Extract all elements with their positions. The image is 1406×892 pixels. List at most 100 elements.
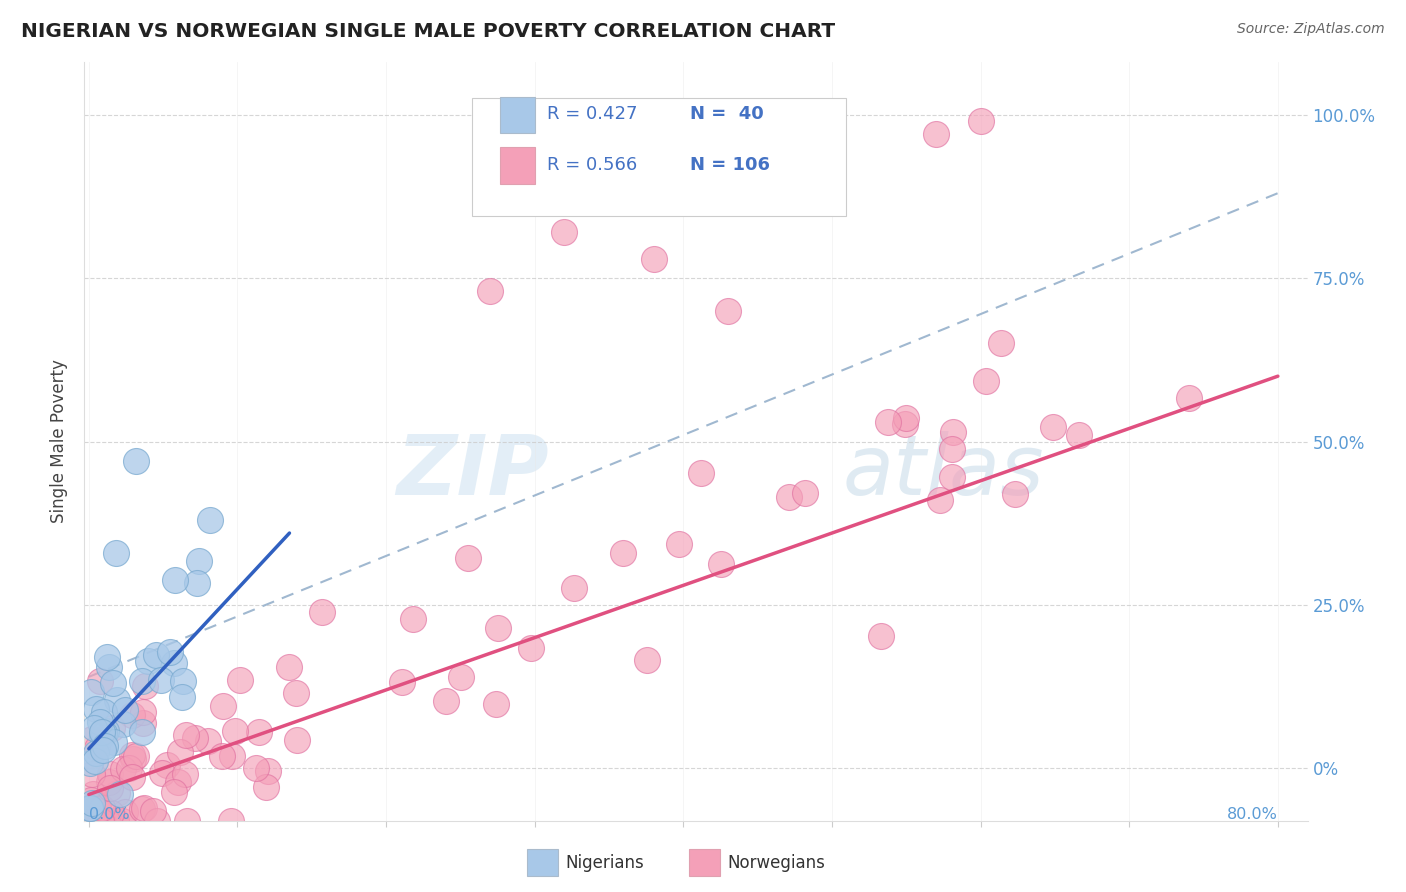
Point xyxy=(894,411,917,425)
Point xyxy=(162,784,184,798)
Point xyxy=(197,734,219,748)
Point xyxy=(114,805,136,820)
Point xyxy=(91,743,114,757)
Point xyxy=(778,490,800,504)
Text: ZIP: ZIP xyxy=(396,432,550,512)
Point xyxy=(80,767,103,781)
Point xyxy=(165,574,187,588)
Point xyxy=(87,837,110,851)
Point xyxy=(254,780,277,794)
Text: Norwegians: Norwegians xyxy=(727,854,825,871)
Point xyxy=(174,767,197,781)
Point xyxy=(1042,420,1064,434)
Point xyxy=(219,814,242,828)
Point xyxy=(93,726,115,740)
Text: Nigerians: Nigerians xyxy=(565,854,644,871)
Point xyxy=(553,226,575,240)
Point xyxy=(83,754,105,768)
Point xyxy=(520,641,543,656)
Point xyxy=(96,814,118,828)
Point xyxy=(93,705,115,719)
Y-axis label: Single Male Poverty: Single Male Poverty xyxy=(51,359,69,524)
Point xyxy=(169,745,191,759)
Point xyxy=(184,731,207,746)
Point xyxy=(245,762,267,776)
Point xyxy=(434,694,457,708)
Text: atlas: atlas xyxy=(842,432,1045,512)
Point xyxy=(111,717,134,731)
Point xyxy=(486,621,509,635)
Point xyxy=(391,674,413,689)
Text: NIGERIAN VS NORWEGIAN SINGLE MALE POVERTY CORRELATION CHART: NIGERIAN VS NORWEGIAN SINGLE MALE POVERT… xyxy=(21,22,835,41)
Point xyxy=(142,805,165,819)
Point xyxy=(90,814,112,828)
Point xyxy=(211,748,233,763)
Point xyxy=(91,814,114,828)
Point xyxy=(104,546,127,560)
Point xyxy=(131,674,153,689)
Point xyxy=(108,787,131,801)
Point xyxy=(80,796,103,810)
Point xyxy=(79,800,101,814)
Point xyxy=(84,814,107,828)
Point xyxy=(285,686,308,700)
Point xyxy=(111,814,134,828)
Point xyxy=(87,837,110,851)
Point xyxy=(121,770,143,784)
Point xyxy=(877,415,900,429)
Point xyxy=(94,739,117,754)
Point xyxy=(1178,391,1201,405)
Text: 80.0%: 80.0% xyxy=(1227,807,1278,822)
Point xyxy=(107,693,129,707)
Point xyxy=(134,679,156,693)
Point xyxy=(643,252,665,266)
Point xyxy=(125,454,148,468)
Point xyxy=(689,467,711,481)
Point xyxy=(80,804,103,818)
Text: R = 0.427: R = 0.427 xyxy=(547,105,637,123)
Point xyxy=(98,781,121,796)
Point xyxy=(101,721,124,735)
Point xyxy=(479,284,502,298)
FancyBboxPatch shape xyxy=(501,147,534,184)
Text: 0.0%: 0.0% xyxy=(89,807,129,822)
Point xyxy=(138,654,160,668)
Point xyxy=(612,546,634,560)
Point xyxy=(159,645,181,659)
Point xyxy=(710,558,733,572)
Point xyxy=(105,787,128,801)
Point xyxy=(132,832,155,847)
Point xyxy=(224,724,246,739)
Text: R = 0.566: R = 0.566 xyxy=(547,156,637,174)
Point xyxy=(450,670,472,684)
Point xyxy=(131,802,153,816)
Point xyxy=(79,756,101,770)
Point xyxy=(311,605,333,619)
Point xyxy=(278,660,301,674)
Point xyxy=(894,417,917,431)
Point xyxy=(91,724,114,739)
FancyBboxPatch shape xyxy=(501,96,534,133)
Point xyxy=(211,698,233,713)
Point xyxy=(132,706,155,720)
Point xyxy=(229,673,252,687)
Point xyxy=(717,303,740,318)
Point xyxy=(83,721,105,735)
Point xyxy=(221,748,243,763)
Point xyxy=(82,787,104,801)
Point xyxy=(121,708,143,723)
Point xyxy=(925,128,948,142)
Point xyxy=(131,724,153,739)
Point xyxy=(1069,427,1091,442)
Point xyxy=(132,715,155,730)
Point xyxy=(90,814,112,828)
Point xyxy=(122,751,145,765)
Text: N =  40: N = 40 xyxy=(690,105,763,123)
Point xyxy=(870,629,893,643)
Point xyxy=(285,732,308,747)
Point xyxy=(90,814,112,828)
Point xyxy=(176,814,198,828)
Point xyxy=(974,375,997,389)
Point xyxy=(121,748,143,763)
Point xyxy=(94,723,117,738)
